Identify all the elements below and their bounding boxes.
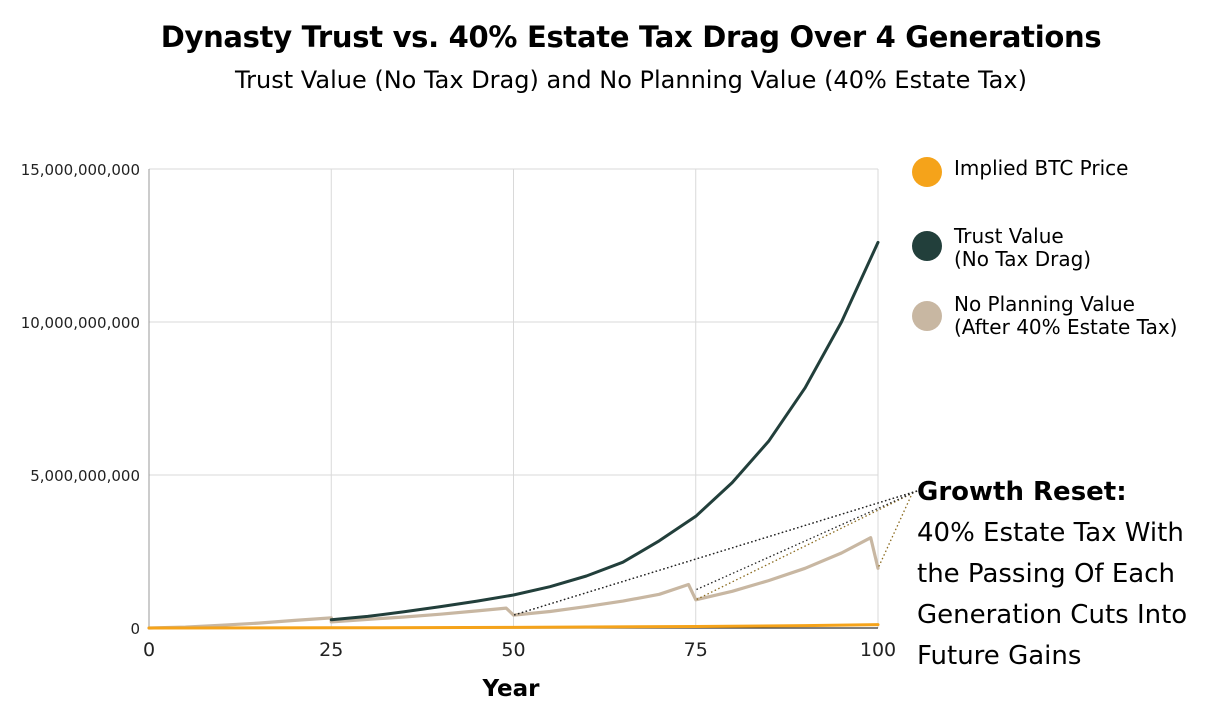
legend: Implied BTC Price Trust Value (No Tax Dr… [912, 157, 1222, 361]
series-lines [147, 240, 880, 630]
legend-item[interactable]: No Planning Value (After 40% Estate Tax) [912, 293, 1222, 341]
chart-title: Dynasty Trust vs. 40% Estate Tax Drag Ov… [160, 20, 1102, 54]
annotation-leader-line [695, 490, 918, 591]
annotation-heading: Growth Reset: [917, 477, 1127, 507]
legend-label-line: (After 40% Estate Tax) [954, 315, 1178, 339]
series-line-no-planning [147, 536, 880, 630]
annotation-line: Future Gains [917, 641, 1082, 671]
legend-label: Implied BTC Price [954, 157, 1128, 180]
y-tick-label: 0 [130, 620, 140, 638]
series-line-btc-price [147, 623, 880, 630]
x-tick-label: 75 [684, 639, 708, 661]
annotation-line: Generation Cuts Into [917, 600, 1188, 630]
legend-item[interactable]: Trust Value (No Tax Drag) [912, 225, 1222, 273]
y-tick-label: 15,000,000,000 [21, 161, 140, 179]
annotation-leader-line [695, 490, 918, 601]
legend-swatch-trust-value [912, 231, 942, 261]
legend-label-line: Implied BTC Price [954, 156, 1129, 180]
chart-subtitle: Trust Value (No Tax Drag) and No Plannin… [235, 66, 1027, 94]
legend-swatch-btc-price [912, 157, 942, 187]
legend-label-line: Trust Value [954, 224, 1064, 248]
x-tick-label: 0 [143, 639, 155, 661]
legend-label: No Planning Value (After 40% Estate Tax) [954, 293, 1177, 339]
x-tick-label: 50 [501, 639, 525, 661]
x-tick-label: 100 [860, 639, 896, 661]
x-tick-label: 25 [319, 639, 343, 661]
annotation-leaders [513, 490, 918, 616]
legend-swatch-no-planning [912, 301, 942, 331]
legend-label: Trust Value (No Tax Drag) [954, 225, 1091, 271]
tick-labels: 0 5,000,000,000 10,000,000,000 15,000,000,0… [21, 161, 896, 661]
annotation-line: the Passing Of Each [917, 559, 1175, 589]
annotation-leader-line [877, 495, 912, 569]
legend-item[interactable]: Implied BTC Price [912, 157, 1222, 205]
y-tick-label: 5,000,000,000 [30, 467, 140, 485]
legend-label-line: (No Tax Drag) [954, 247, 1092, 271]
series-line-trust-value [329, 240, 880, 622]
y-tick-label: 10,000,000,000 [21, 314, 140, 332]
x-axis-label: Year [481, 676, 540, 702]
grid-lines [149, 168, 879, 628]
annotation-line: 40% Estate Tax With [917, 518, 1184, 548]
legend-label-line: No Planning Value [954, 292, 1135, 316]
growth-reset-annotation: Growth Reset: 40% Estate Tax With the Pa… [917, 472, 1227, 677]
